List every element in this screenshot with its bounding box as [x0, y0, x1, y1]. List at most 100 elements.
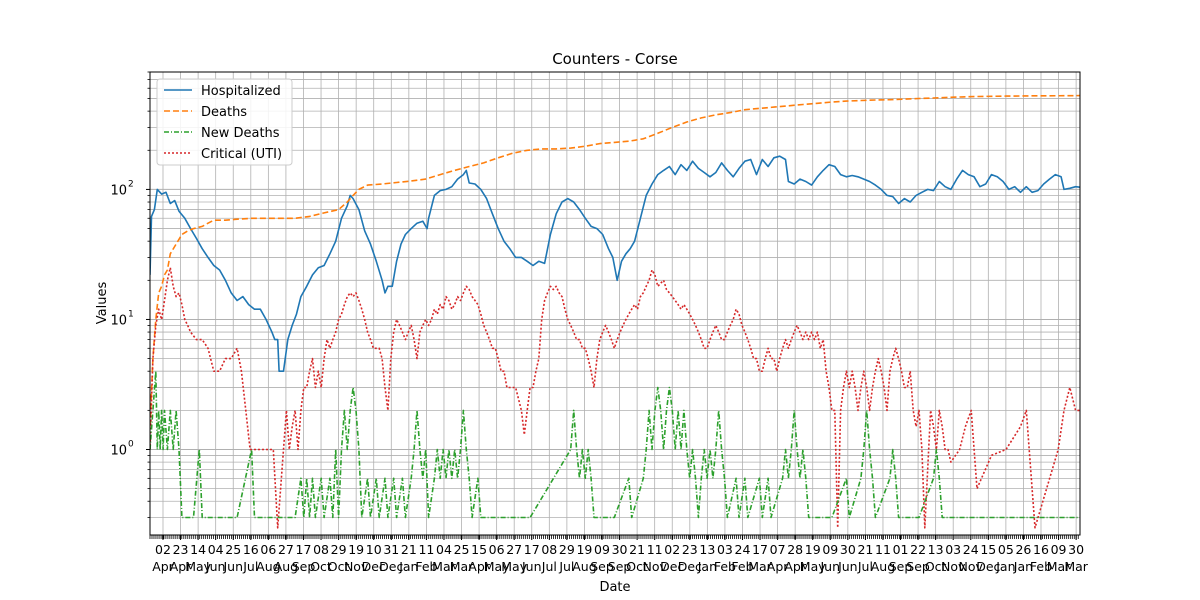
x-tick-label-month: Jan — [1013, 559, 1033, 574]
x-tick-label-month: Nov — [642, 559, 667, 574]
y-tick-label: 10 — [110, 443, 127, 458]
x-tick-label-day: 30 — [1068, 542, 1084, 557]
x-tick-label-month: Sep — [889, 559, 913, 574]
x-tick-label-day: 15 — [980, 542, 996, 557]
x-tick-label-day: 08 — [541, 542, 557, 557]
x-tick-label-month: Jun — [837, 559, 858, 574]
x-tick-label-month: Aug — [256, 559, 280, 574]
x-tick-label-month: Dec — [379, 559, 403, 574]
x-tick-label-day: 03 — [945, 542, 961, 557]
y-tick-label: 10 — [110, 183, 127, 198]
x-tick-label-month: Nov — [959, 559, 984, 574]
x-tick-label-day: 08 — [313, 542, 329, 557]
x-tick-label-month: Dec — [976, 559, 1000, 574]
x-tick-label-month: Apr — [767, 559, 789, 574]
x-tick-label-month: Feb — [415, 559, 437, 574]
x-tick-label-day: 25 — [454, 542, 470, 557]
x-tick-label-month: Oct — [925, 559, 947, 574]
legend: Hospitalized Deaths New Deaths Critical (UT… — [156, 78, 293, 166]
legend-label: New Deaths — [201, 126, 280, 141]
x-tick-label-month: Apr — [152, 559, 174, 574]
x-tick-label-day: 28 — [787, 542, 803, 557]
x-tick-label-day: 09 — [594, 542, 610, 557]
x-tick-label-month: Aug — [572, 559, 596, 574]
x-tick-label-month: Jul — [242, 559, 258, 574]
x-tick-label-day: 19 — [805, 542, 821, 557]
x-tick-label-month: Apr — [170, 559, 192, 574]
x-tick-label-month: Aug — [274, 559, 298, 574]
x-tick-label-month: Jul — [558, 559, 574, 574]
x-tick-label-day: 17 — [752, 542, 768, 557]
x-tick-label-day: 16 — [1033, 542, 1049, 557]
x-tick-label-month: Jun — [820, 559, 841, 574]
x-tick-label-month: Dec — [362, 559, 386, 574]
x-tick-label-month: Dec — [660, 559, 684, 574]
x-tick-label-day: 13 — [928, 542, 944, 557]
x-tick-label-day: 14 — [190, 542, 206, 557]
x-tick-label-day: 31 — [383, 542, 399, 557]
x-tick-label-month: Jan — [995, 559, 1015, 574]
x-tick-label-month: Aug — [871, 559, 895, 574]
x-tick-label-day: 06 — [489, 542, 505, 557]
series-line-hospitalized — [150, 155, 1080, 372]
x-tick-label-day: 27 — [278, 542, 294, 557]
x-tick-label-month: Jun — [222, 559, 243, 574]
x-tick-label-month: Sep — [292, 559, 316, 574]
x-tick-label-day: 24 — [735, 542, 751, 557]
x-tick-label-day: 30 — [612, 542, 628, 557]
y-axis-label: Values — [95, 282, 110, 325]
x-tick-label-day: 11 — [647, 542, 663, 557]
x-tick-label-month: Sep — [608, 559, 632, 574]
x-tick-label-month: Nov — [344, 559, 369, 574]
x-tick-label-month: Jul — [857, 559, 873, 574]
x-tick-label-day: 30 — [840, 542, 856, 557]
y-tick-label-exponent: 2 — [128, 179, 134, 189]
legend-label: Critical (UTI) — [201, 147, 282, 162]
x-tick-label-day: 01 — [893, 542, 909, 557]
series-layer — [150, 94, 1080, 529]
x-tick-label-day: 23 — [682, 542, 698, 557]
y-tick-label: 10 — [110, 313, 127, 328]
x-tick-label-month: Oct — [310, 559, 332, 574]
y-tick-label-exponent: 0 — [128, 439, 134, 449]
x-tick-label-month: Mar — [1064, 559, 1088, 574]
x-tick-label-day: 19 — [348, 542, 364, 557]
x-tick-label-day: 03 — [717, 542, 733, 557]
x-tick-label-month: Jan — [697, 559, 717, 574]
x-tick-label-month: Apr — [468, 559, 490, 574]
x-tick-label-month: Feb — [714, 559, 736, 574]
x-tick-label-day: 21 — [857, 542, 873, 557]
x-tick-label-month: Dec — [678, 559, 702, 574]
x-tick-label-month: Mar — [748, 559, 772, 574]
x-tick-label-day: 13 — [699, 542, 715, 557]
x-tick-label-day: 29 — [559, 542, 575, 557]
x-tick-label-day: 26 — [1015, 542, 1031, 557]
y-tick-label-exponent: 1 — [128, 309, 134, 319]
chart-title: Counters - Corse — [552, 50, 678, 68]
x-tick-label-month: Apr — [784, 559, 806, 574]
x-tick-label-month: Nov — [941, 559, 966, 574]
x-tick-label-month: May — [800, 559, 826, 574]
x-tick-label-day: 21 — [401, 542, 417, 557]
x-tick-label-month: May — [484, 559, 510, 574]
x-tick-label-day: 29 — [331, 542, 347, 557]
x-tick-label-month: Oct — [626, 559, 648, 574]
x-tick-label-day: 19 — [576, 542, 592, 557]
legend-label: Hospitalized — [201, 84, 281, 99]
x-tick-label-month: Mar — [450, 559, 474, 574]
x-axis: 02Apr23Apr14May04Jun25Jun16Jul06Aug27Aug… — [149, 535, 1089, 574]
x-tick-label-day: 24 — [963, 542, 979, 557]
x-tick-label-day: 10 — [366, 542, 382, 557]
x-tick-label-day: 17 — [296, 542, 312, 557]
x-tick-label-month: Sep — [906, 559, 930, 574]
x-axis-label: Date — [599, 580, 630, 595]
x-tick-label-day: 07 — [770, 542, 786, 557]
x-tick-label-day: 04 — [436, 542, 452, 557]
x-tick-label-month: Jun — [205, 559, 226, 574]
x-tick-label-day: 09 — [822, 542, 838, 557]
x-tick-label-day: 27 — [506, 542, 522, 557]
x-tick-label-day: 06 — [260, 542, 276, 557]
x-tick-label-month: Sep — [590, 559, 614, 574]
